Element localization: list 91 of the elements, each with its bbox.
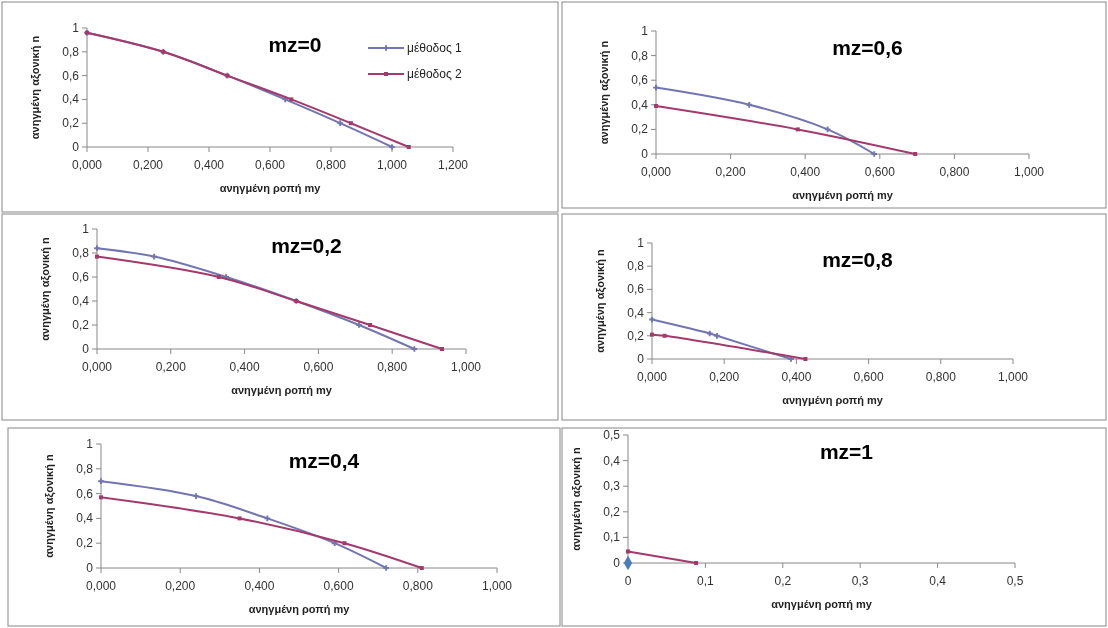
y-tick-label: 0,8: [627, 259, 645, 274]
y-tick-label: 0: [82, 342, 90, 356]
x-tick-label: 0,400: [781, 370, 812, 384]
y-tick-label: 0,6: [76, 486, 94, 501]
y-tick-label: 0,6: [62, 68, 80, 83]
x-tick-label: 0,400: [790, 165, 821, 179]
x-tick-label: 0,5: [1006, 574, 1024, 588]
legend-label: μέθοδος 2: [407, 67, 463, 81]
chart-title: mz=1: [819, 440, 874, 463]
x-tick-label: 0,000: [640, 165, 672, 179]
x-tick-label: 1,200: [437, 158, 469, 172]
y-tick-label: 0,2: [76, 536, 94, 551]
y-tick-label: 0,2: [631, 122, 649, 137]
x-tick-label: 1,000: [1013, 165, 1045, 179]
y-axis-title: ανηγμένη αξονική n: [29, 35, 42, 140]
y-tick-label: 0,2: [603, 504, 621, 519]
x-tick-label: 0,200: [715, 165, 746, 179]
y-tick-label: 0: [86, 561, 94, 575]
y-tick-label: 0,1: [603, 530, 621, 545]
y-tick-label: 0,4: [72, 294, 90, 308]
x-tick-label: 0,600: [323, 579, 354, 593]
x-tick-label: 0,200: [132, 158, 164, 172]
x-tick-label: 0,000: [81, 360, 113, 374]
y-axis-title: ανηγμένη αξονική n: [43, 454, 56, 558]
x-tick-label: 0,600: [853, 370, 884, 384]
legend-label: μέθοδος 1: [407, 41, 463, 55]
x-axis-title: ανηγμένη ροπή my: [771, 598, 873, 610]
x-tick-label: 0,800: [377, 360, 408, 374]
y-tick-label: 0,8: [62, 44, 80, 59]
y-tick-label: 0,4: [76, 511, 94, 526]
x-tick-label: 0,800: [925, 370, 957, 384]
chart-title: mz=0: [268, 33, 322, 56]
x-tick-label: 0,2: [774, 574, 792, 588]
chart-title: mz=0,8: [822, 248, 894, 271]
y-tick-label: 0,3: [603, 479, 621, 494]
x-tick-label: 0,4: [929, 574, 947, 588]
x-tick-label: 1,000: [376, 158, 408, 172]
y-tick-label: 0,8: [76, 461, 94, 476]
x-tick-label: 0,200: [709, 370, 740, 384]
y-tick-label: 0,8: [72, 246, 90, 260]
x-tick-label: 0,400: [244, 579, 275, 593]
x-tick-label: 0,200: [165, 579, 196, 593]
x-axis-title: ανηγμένη ροπή my: [231, 384, 333, 396]
x-tick-label: 0,1: [697, 574, 715, 588]
x-tick-label: 1,000: [481, 579, 513, 593]
y-tick-label: 0,8: [631, 48, 649, 63]
x-axis-title: ανηγμένη ροπή my: [782, 394, 884, 406]
y-tick-label: 1: [82, 222, 90, 236]
x-tick-label: 0,000: [71, 158, 103, 172]
y-tick-label: 0,5: [603, 428, 621, 442]
x-axis-title: ανηγμένη ροπή my: [248, 603, 351, 615]
x-tick-label: 0,3: [851, 574, 869, 588]
x-tick-label: 0,000: [636, 370, 668, 384]
y-axis-title: ανηγμένη αξονική n: [598, 40, 611, 145]
x-tick-label: 0,200: [155, 360, 187, 374]
y-tick-label: 0,4: [631, 97, 649, 112]
y-axis-title: ανηγμένη αξονική n: [39, 237, 52, 341]
x-tick-label: 0,600: [254, 158, 286, 172]
y-tick-label: 1: [86, 437, 94, 451]
y-tick-label: 0,6: [627, 282, 645, 297]
x-tick-label: 0,800: [939, 165, 970, 179]
y-tick-label: 0,4: [62, 92, 80, 107]
y-tick-label: 1: [637, 236, 645, 250]
chart-title: mz=0,6: [832, 36, 903, 59]
y-axis-title: ανηγμένη αξονική n: [570, 447, 583, 551]
x-tick-label: 0,800: [402, 579, 434, 593]
chart-title: mz=0,4: [288, 449, 360, 472]
y-tick-label: 0,4: [603, 453, 621, 468]
y-tick-label: 0,4: [627, 305, 645, 320]
y-tick-label: 0: [641, 147, 649, 161]
x-tick-label: 1,000: [997, 370, 1029, 384]
y-tick-label: 0,2: [62, 116, 80, 131]
y-tick-label: 0,2: [72, 318, 90, 332]
x-axis-title: ανηγμένη ροπή my: [219, 182, 322, 194]
x-tick-label: 0,400: [193, 158, 225, 172]
chart-title: mz=0,2: [271, 234, 342, 257]
x-tick-label: 0,000: [85, 579, 117, 593]
y-tick-label: 0,6: [72, 270, 90, 284]
y-axis-title: ανηγμένη αξονική n: [594, 249, 607, 353]
x-tick-label: 1,000: [450, 360, 482, 374]
y-tick-label: 1: [72, 21, 80, 35]
y-tick-label: 0,6: [631, 73, 649, 88]
x-tick-label: 0,600: [864, 165, 896, 179]
x-tick-label: 0,600: [303, 360, 334, 374]
x-tick-label: 0,400: [229, 360, 260, 374]
x-axis-title: ανηγμένη ροπή my: [792, 189, 894, 201]
x-tick-label: 0,800: [315, 158, 347, 172]
y-tick-label: 1: [641, 24, 649, 38]
y-tick-label: 0: [72, 140, 80, 154]
y-tick-label: 0,2: [627, 328, 645, 343]
y-tick-label: 0: [613, 556, 621, 570]
